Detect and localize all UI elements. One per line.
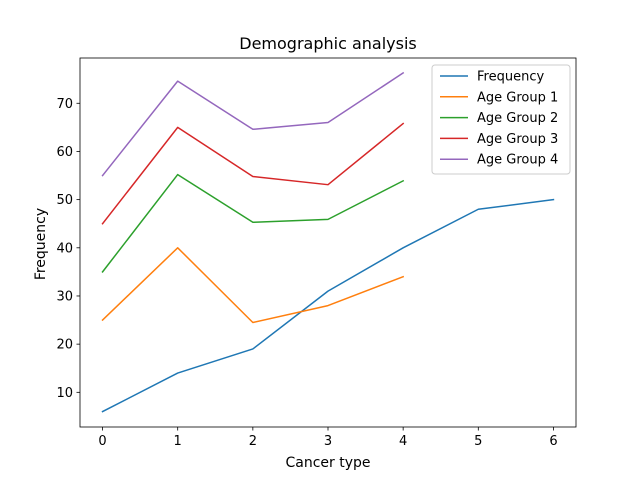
series-line-2 xyxy=(101,247,405,324)
y-tick-label: 10 xyxy=(56,386,73,401)
legend-label-5: Age Group 4 xyxy=(477,153,558,168)
plot-area: 0 1 2 3 4 5 6 10 20 30 40 50 60 70 xyxy=(56,57,577,449)
series-line-3 xyxy=(101,173,405,273)
y-axis-label: Frequency xyxy=(33,208,49,280)
x-tick-label: 1 xyxy=(174,434,182,449)
legend-label-4: Age Group 3 xyxy=(477,132,558,147)
y-tick-label: 30 xyxy=(56,289,73,304)
y-tick-label: 60 xyxy=(56,145,73,160)
x-tick-label: 0 xyxy=(98,434,106,449)
series-line-1 xyxy=(101,198,555,413)
x-tick-label: 4 xyxy=(399,434,407,449)
legend: Frequency Age Group 1 Age Group 2 Age Group… xyxy=(431,64,571,175)
legend-label-1: Frequency xyxy=(477,70,544,85)
y-tick-label: 70 xyxy=(56,97,73,112)
legend-label-3: Age Group 2 xyxy=(477,111,558,126)
legend-box xyxy=(431,64,571,175)
y-tick-label: 40 xyxy=(56,241,73,256)
x-tick-label: 3 xyxy=(324,434,332,449)
chart-title: Demographic analysis xyxy=(239,34,416,53)
x-tick-label: 2 xyxy=(249,434,257,449)
x-tick-label: 5 xyxy=(474,434,482,449)
series-line-4 xyxy=(101,122,405,225)
series-line-5 xyxy=(101,71,405,177)
x-tick-label: 6 xyxy=(549,434,557,449)
y-tick-label: 20 xyxy=(56,338,73,353)
legend-label-2: Age Group 1 xyxy=(477,90,558,105)
y-tick-label: 50 xyxy=(56,193,73,208)
x-axis-label: Cancer type xyxy=(285,455,370,471)
